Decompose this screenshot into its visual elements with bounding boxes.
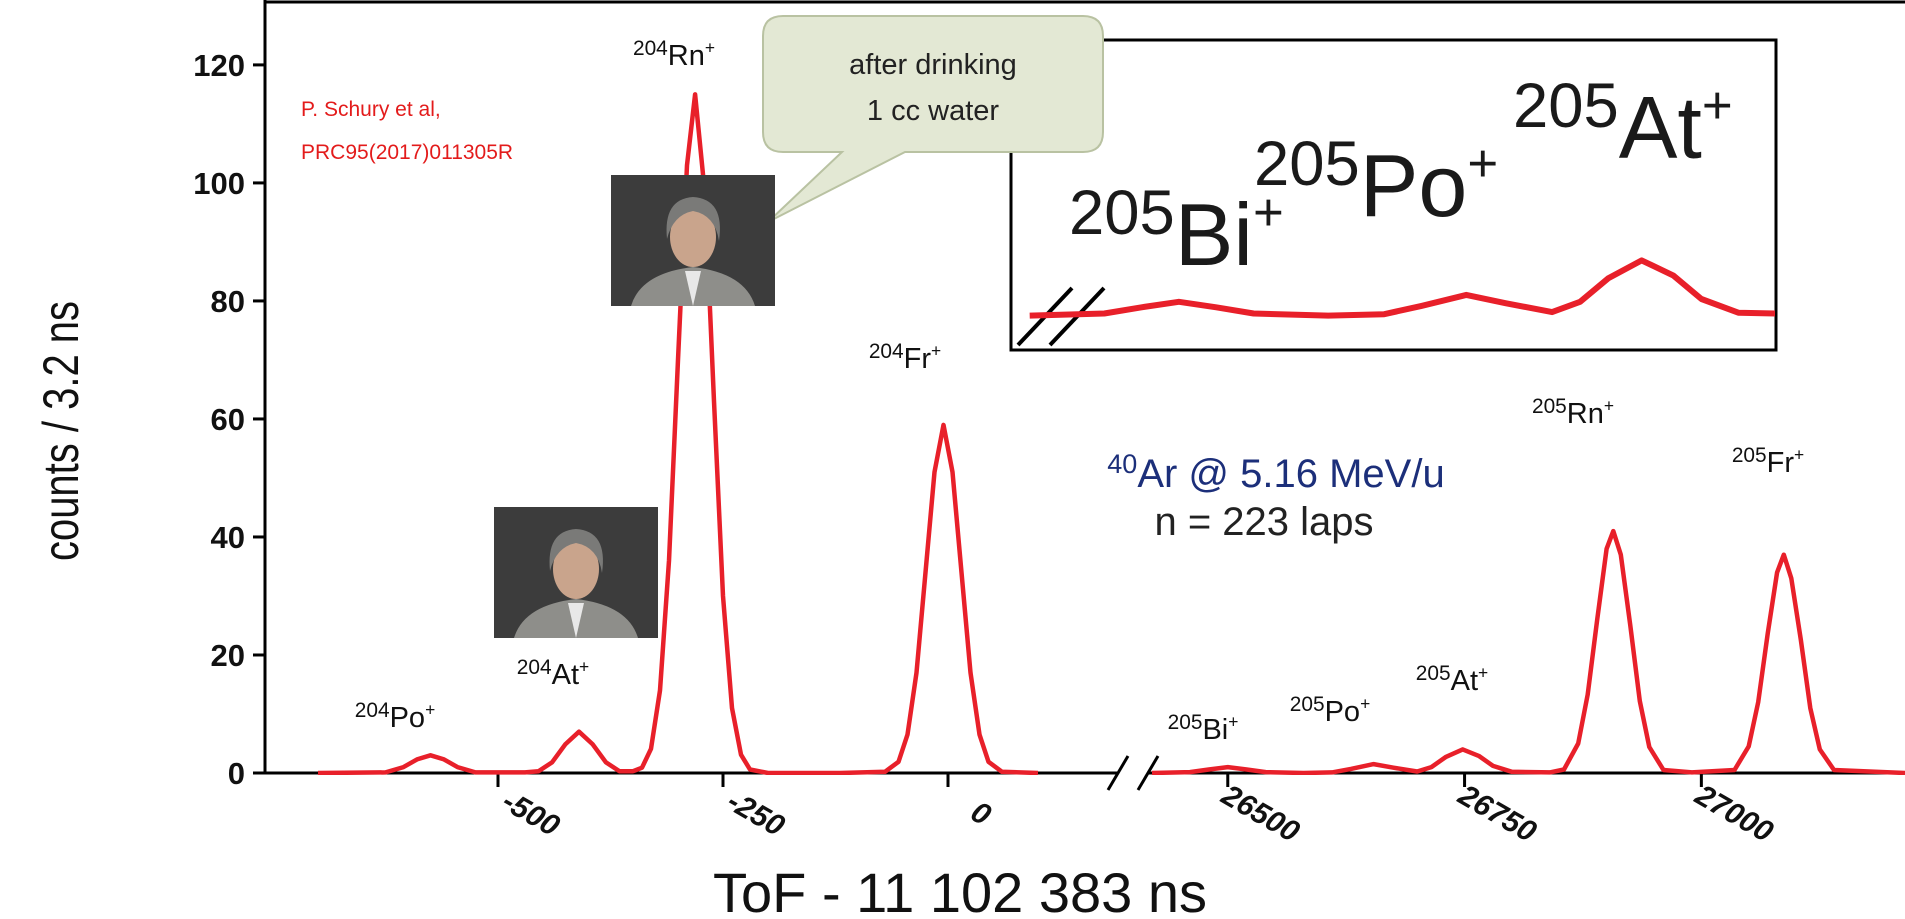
isotope-mass: 205 (1254, 129, 1360, 199)
isotope-symbol: Bi (1175, 185, 1253, 284)
beam-label: 40Ar @ 5.16 MeV/u (1107, 449, 1444, 496)
isotope-mass: 205 (1416, 662, 1451, 685)
isotope-symbol: Po (1325, 696, 1360, 728)
isotope-charge: + (1360, 693, 1370, 713)
x-tick-label: -250 (721, 784, 790, 843)
beam-text: Ar @ 5.16 MeV/u (1137, 452, 1444, 496)
x-tick-label: 26500 (1215, 778, 1305, 849)
isotope-mass: 204 (355, 699, 390, 722)
x-tick-label: -500 (496, 784, 565, 843)
isotope-charge: + (579, 656, 589, 676)
x-tick-label: 27000 (1689, 778, 1779, 849)
panel (1152, 531, 1905, 773)
isotope-charge: + (1702, 76, 1733, 135)
isotope-symbol: Rn (668, 40, 705, 72)
isotope-charge: + (705, 37, 715, 57)
isotope-charge: + (1604, 395, 1614, 415)
x-tick-label: 0 (965, 795, 996, 832)
y-tick-label: 100 (193, 166, 245, 201)
beam-mass: 40 (1107, 449, 1137, 479)
isotope-mass: 205 (1732, 444, 1767, 467)
y-tick-label: 0 (228, 756, 245, 791)
peak-label: 205Fr+ (1732, 444, 1804, 479)
peak-label: 205Rn+ (1532, 395, 1614, 430)
isotope-mass: 205 (1069, 178, 1175, 248)
x-axis-label: ToF - 11 102 383 ns (713, 861, 1207, 919)
x-tick-label: 26750 (1452, 778, 1542, 849)
peak-label: 204Rn+ (633, 37, 715, 72)
isotope-charge: + (1467, 134, 1498, 193)
peak-label: 205Bi+ (1168, 711, 1239, 746)
isotope-charge: + (1794, 444, 1804, 464)
isotope-symbol: Po (1360, 136, 1468, 235)
bubble-text: 1 cc water (867, 95, 999, 127)
citation: P. Schury et al, (301, 98, 441, 121)
isotope-symbol: At (552, 659, 579, 691)
isotope-symbol: Rn (1567, 398, 1604, 430)
peak-label: 204Po+ (355, 699, 435, 734)
y-tick-label: 40 (211, 520, 245, 555)
isotope-symbol: Fr (1767, 447, 1795, 479)
y-tick-label: 20 (211, 638, 245, 673)
photo (611, 175, 775, 306)
isotope-symbol: Fr (904, 343, 932, 375)
bubble-text: after drinking (849, 49, 1017, 81)
isotope-mass: 204 (633, 37, 668, 60)
y-tick-label: 80 (211, 284, 245, 319)
peak-label: 205At+ (1416, 662, 1488, 697)
y-axis-label: counts / 3.2 ns (33, 301, 89, 561)
isotope-mass: 205 (1513, 71, 1619, 141)
citation: PRC95(2017)011305R (301, 141, 513, 164)
isotope-mass: 205 (1532, 395, 1567, 418)
isotope-mass: 204 (517, 656, 552, 679)
peak-label: 204At+ (517, 656, 589, 691)
laps-label: n = 223 laps (1154, 500, 1373, 544)
isotope-charge: + (425, 699, 435, 719)
photo (494, 507, 658, 638)
isotope-symbol: At (1451, 665, 1478, 697)
chart: ToF - 11 102 383 ns counts / 3.2 ns P. S… (0, 0, 1905, 919)
isotope-charge: + (931, 340, 941, 360)
isotope-charge: + (1478, 662, 1488, 682)
isotope-symbol: At (1619, 78, 1702, 177)
y-tick-label: 120 (193, 48, 245, 83)
fit-curve (1152, 531, 1905, 773)
isotope-charge: + (1228, 711, 1238, 731)
isotope-symbol: Po (390, 702, 425, 734)
isotope-symbol: Bi (1202, 714, 1228, 746)
peak-label: 205Po+ (1290, 693, 1370, 728)
isotope-mass: 205 (1168, 711, 1203, 734)
peak-label: 204Fr+ (869, 340, 941, 375)
isotope-mass: 204 (869, 340, 904, 363)
y-tick-label: 60 (211, 402, 245, 437)
isotope-mass: 205 (1290, 693, 1325, 716)
